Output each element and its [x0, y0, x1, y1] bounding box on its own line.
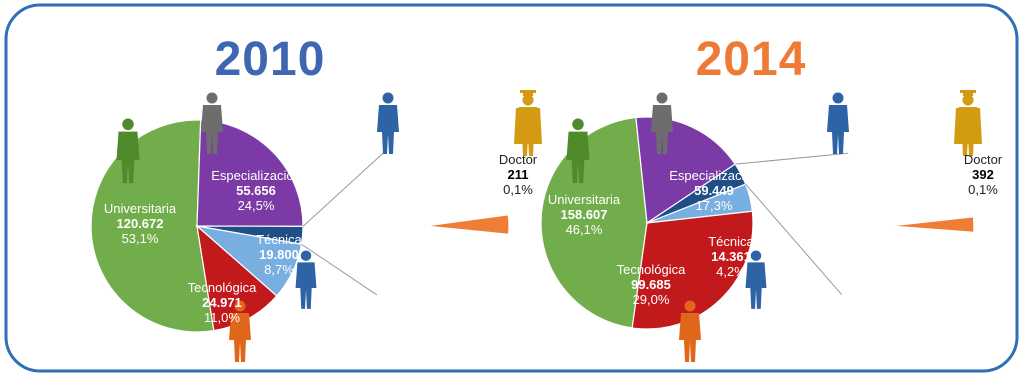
label-doctor-2010: Doctor: [499, 152, 538, 167]
value-universitaria-2010: 120.672: [117, 216, 164, 231]
value-doctor-2014: 392: [972, 167, 994, 182]
value-tecnica-2010: 19.800: [259, 247, 299, 262]
value-tecnologica-2014: 99.685: [631, 277, 671, 292]
graduate-figure-universitaria-2010: [116, 118, 140, 184]
slice-universitaria-2010: [90, 119, 215, 333]
label-tecnica-2014: Técnica: [708, 234, 754, 249]
slice-tecnologica-2014: [631, 210, 754, 330]
value-especializacion-2014: 59.449: [694, 183, 734, 198]
worker-figure-tecnologica-2010: [229, 300, 251, 362]
pct-maestria-2010: 2,6%: [362, 208, 392, 223]
pct-especializacion-2014: 17,3%: [696, 198, 733, 213]
graduate-cap-figure-doctor-2014: [954, 90, 982, 156]
graduate-figure-universitaria-2014: [566, 118, 590, 184]
title-2014: 2014: [696, 33, 807, 86]
value-maestria-2014: 11.342: [822, 193, 861, 208]
label-especializacion-2010: Especialización: [211, 168, 301, 183]
pct-tecnologica-2014: 29,0%: [633, 292, 670, 307]
slice-doctor-2014: [889, 216, 975, 233]
label-tecnica-2010: Técnica: [256, 232, 302, 247]
label-maestria-2010: Maestría: [352, 178, 403, 193]
connector-line-top-2010: [302, 152, 384, 227]
value-maestria-2010: 5.934: [361, 193, 394, 208]
businessman-figure-especializacion-2010: [201, 92, 223, 154]
worker-figure-tecnica-2014: [745, 250, 767, 309]
worker-figure-tecnologica-2014: [679, 300, 701, 362]
label-tecnologica-2010: Tecnológica: [188, 280, 257, 295]
pct-doctor-2014: 0,1%: [968, 182, 998, 197]
value-doctor-2010: 211: [508, 167, 529, 182]
title-2010: 2010: [215, 33, 326, 86]
label-universitaria-2010: Universitaria: [104, 201, 177, 216]
pct-doctor-2010: 0,1%: [503, 182, 533, 197]
label-tecnologica-2014: Tecnológica: [617, 262, 686, 277]
slice-doctor-2010: [424, 214, 510, 235]
label-especializacion-2014: Especialización: [669, 168, 759, 183]
value-universitaria-2014: 158.607: [561, 207, 608, 222]
pct-tecnica-2010: 8,7%: [264, 262, 294, 277]
professional-figure-maestria-2010: [377, 92, 399, 154]
pct-universitaria-2010: 53,1%: [122, 231, 159, 246]
pct-tecnologica-2010: 11,0%: [204, 310, 240, 325]
pct-especializacion-2010: 24,5%: [238, 198, 275, 213]
pct-tecnica-2014: 4,2%: [716, 264, 746, 279]
label-doctor-2014: Doctor: [964, 152, 1003, 167]
slice-universitaria-2014: [540, 116, 648, 329]
value-especializacion-2010: 55.656: [236, 183, 276, 198]
connector-line-bottom-2014: [745, 183, 843, 296]
label-universitaria-2014: Universitaria: [548, 192, 621, 207]
value-tecnologica-2010: 24.971: [202, 295, 242, 310]
pct-universitaria-2014: 46,1%: [566, 222, 603, 237]
worker-figure-tecnica-2010: [295, 250, 317, 309]
graduate-cap-figure-doctor-2010: [514, 90, 542, 156]
label-maestria-2014: Maestría: [817, 178, 868, 193]
value-tecnica-2014: 14.361: [711, 249, 751, 264]
frame-border: [4, 3, 1019, 373]
professional-figure-maestria-2014: [827, 92, 849, 154]
pct-maestria-2014: 3,3%: [827, 208, 857, 223]
connector-line-top-2014: [735, 152, 849, 165]
connector-line-bottom-2010: [301, 243, 378, 296]
businessman-figure-especializacion-2014: [651, 92, 673, 154]
